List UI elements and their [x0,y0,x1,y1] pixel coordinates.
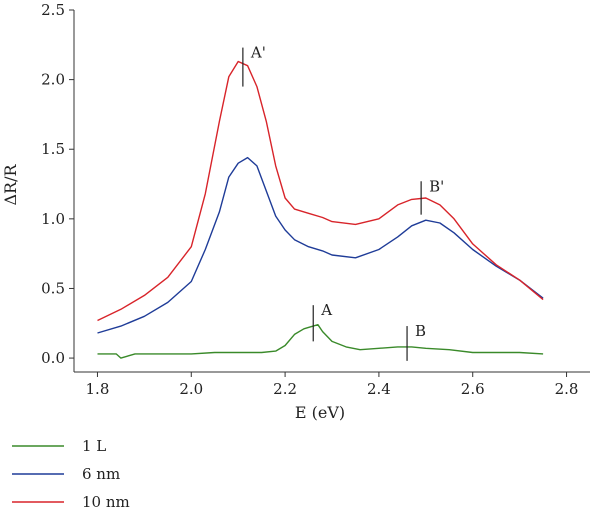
series-line-1-l [97,324,544,359]
legend-label-10-nm: 10 nm [82,493,130,511]
y-tick-label: 2.5 [41,1,65,19]
peak-annotations: A' B' A B [242,44,444,361]
annotation-label: B [415,322,426,340]
axes [73,10,590,373]
legend: 1 L 6 nm 10 nm [12,437,130,511]
x-tick-label: 2.6 [461,380,485,398]
legend-label-1-l: 1 L [82,437,106,455]
series-line-10-nm [97,60,544,322]
x-tick-label: 2.8 [555,380,579,398]
annotation-label: A [320,301,332,319]
y-tick-label: 1.0 [41,210,65,228]
y-tick-label: 0.0 [41,349,65,367]
x-tick-label: 2.0 [179,380,203,398]
y-axis-label: ΔR/R [1,164,20,206]
x-tick-label: 2.2 [273,380,297,398]
x-tick-label: 2.4 [367,380,391,398]
y-tick-label: 0.5 [41,279,65,297]
annotation-label: B' [429,177,444,195]
series-line-6-nm [97,156,544,334]
x-axis-label: E (eV) [295,403,345,422]
y-tick-label: 1.5 [41,140,65,158]
legend-label-6-nm: 6 nm [82,465,120,483]
y-tick-label: 2.0 [41,71,65,89]
series-lines [97,60,544,359]
annotation-label: A' [250,44,266,62]
ticks: 1.8 2.0 2.2 2.4 2.6 2.8 0.0 0.5 1.0 1.5 2.0 2.5 [41,1,578,398]
x-tick-label: 1.8 [86,380,110,398]
